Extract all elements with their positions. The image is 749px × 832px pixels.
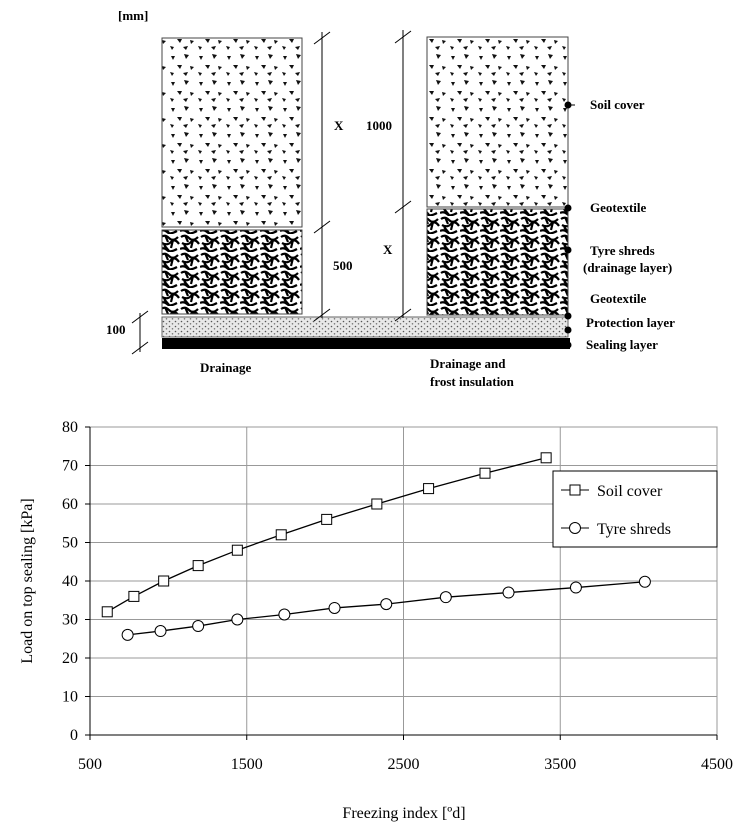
marker xyxy=(541,453,551,463)
x-axis-title: Freezing index [ºd] xyxy=(342,805,465,822)
marker xyxy=(102,607,112,617)
dimension-label: 500 xyxy=(333,258,353,273)
marker xyxy=(381,599,392,610)
legend-label: Soil cover xyxy=(597,483,663,500)
chart: Freezing index [ºd] Load on top sealing … xyxy=(19,419,733,822)
caption: Drainage xyxy=(200,360,252,375)
layer-label: Protection layer xyxy=(586,315,675,330)
marker xyxy=(279,609,290,620)
marker xyxy=(570,485,580,495)
marker xyxy=(372,499,382,509)
y-tick-label: 40 xyxy=(62,573,78,590)
marker xyxy=(480,468,490,478)
y-tick-label: 50 xyxy=(62,535,78,552)
y-axis-title: Load on top sealing [kPa] xyxy=(19,498,36,663)
protection-layer xyxy=(162,317,568,337)
layer-label: Soil cover xyxy=(590,97,645,112)
marker xyxy=(329,602,340,613)
y-tick-label: 20 xyxy=(62,650,78,667)
marker xyxy=(232,545,242,555)
layer-label: Tyre shreds xyxy=(590,243,655,258)
marker xyxy=(440,592,451,603)
shred-layer xyxy=(427,209,568,315)
layer-label: Geotextile xyxy=(590,200,647,215)
marker xyxy=(232,614,243,625)
sealing-layer xyxy=(162,338,570,349)
y-tick-label: 60 xyxy=(62,496,78,513)
marker xyxy=(503,587,514,598)
y-tick-label: 80 xyxy=(62,419,78,436)
marker xyxy=(276,530,286,540)
legend-label: Tyre shreds xyxy=(597,521,671,538)
dimension-label: X xyxy=(383,242,393,257)
x-tick-label: 4500 xyxy=(701,756,733,773)
layer-label: Geotextile xyxy=(590,291,647,306)
y-tick-label: 0 xyxy=(70,727,78,744)
marker xyxy=(129,591,139,601)
marker xyxy=(570,582,581,593)
soil-layer xyxy=(427,37,568,207)
marker xyxy=(159,576,169,586)
dimension-label: 1000 xyxy=(366,118,392,133)
unit-label: [mm] xyxy=(118,8,148,23)
caption: Drainage and xyxy=(430,356,506,371)
layer-label: (drainage layer) xyxy=(583,260,672,275)
marker xyxy=(424,484,434,494)
caption: frost insulation xyxy=(430,374,515,389)
page: [mm] X 500 1000 X 100 Drainage Drainage … xyxy=(0,0,749,832)
marker xyxy=(322,514,332,524)
x-tick-label: 3500 xyxy=(544,756,576,773)
layer-label: Sealing layer xyxy=(586,337,658,352)
dimension-label: X xyxy=(334,118,344,133)
shred-layer xyxy=(162,230,302,314)
y-tick-label: 70 xyxy=(62,458,78,475)
marker xyxy=(570,523,581,534)
y-tick-label: 30 xyxy=(62,612,78,629)
dimension-label: 100 xyxy=(106,322,126,337)
x-tick-label: 2500 xyxy=(388,756,420,773)
y-tick-label: 10 xyxy=(62,689,78,706)
figure: [mm] X 500 1000 X 100 Drainage Drainage … xyxy=(0,0,749,832)
marker xyxy=(122,629,133,640)
diagram: [mm] X 500 1000 X 100 Drainage Drainage … xyxy=(106,8,675,389)
marker xyxy=(193,561,203,571)
soil-layer xyxy=(162,38,302,227)
x-tick-label: 1500 xyxy=(231,756,263,773)
marker xyxy=(193,621,204,632)
marker xyxy=(155,626,166,637)
x-tick-label: 500 xyxy=(78,756,102,773)
marker xyxy=(639,576,650,587)
